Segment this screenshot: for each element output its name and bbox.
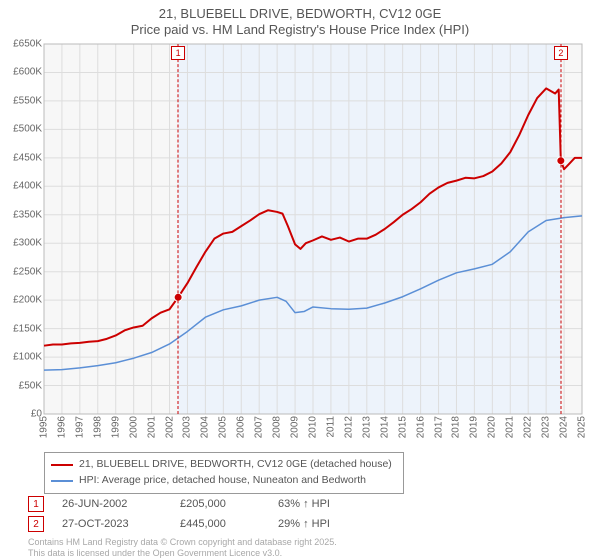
marker-date-2: 27-OCT-2023 bbox=[62, 518, 162, 530]
attribution-line2: This data is licensed under the Open Gov… bbox=[28, 548, 337, 558]
x-tick-label: 1997 bbox=[74, 416, 85, 446]
x-tick-label: 2020 bbox=[487, 416, 498, 446]
y-tick-label: £300K bbox=[2, 238, 42, 249]
marker-badge-1: 1 bbox=[28, 496, 44, 512]
y-tick-label: £150K bbox=[2, 323, 42, 334]
legend-swatch-property bbox=[51, 464, 73, 466]
attribution: Contains HM Land Registry data © Crown c… bbox=[28, 537, 337, 558]
y-tick-label: £650K bbox=[2, 39, 42, 50]
x-tick-label: 2025 bbox=[577, 416, 588, 446]
marker-hpi-2: 29% ↑ HPI bbox=[278, 518, 358, 530]
y-tick-label: £50K bbox=[2, 380, 42, 391]
y-tick-label: £450K bbox=[2, 152, 42, 163]
x-tick-label: 2008 bbox=[272, 416, 283, 446]
x-tick-label: 2005 bbox=[218, 416, 229, 446]
legend-label-hpi: HPI: Average price, detached house, Nune… bbox=[79, 473, 366, 489]
x-tick-label: 2021 bbox=[505, 416, 516, 446]
x-tick-label: 2009 bbox=[290, 416, 301, 446]
title-block: 21, BLUEBELL DRIVE, BEDWORTH, CV12 0GE P… bbox=[0, 0, 600, 39]
marker-table: 1 26-JUN-2002 £205,000 63% ↑ HPI 2 27-OC… bbox=[28, 496, 358, 536]
x-tick-label: 2017 bbox=[433, 416, 444, 446]
marker-row-2: 2 27-OCT-2023 £445,000 29% ↑ HPI bbox=[28, 516, 358, 532]
x-tick-label: 1995 bbox=[39, 416, 50, 446]
y-tick-label: £350K bbox=[2, 209, 42, 220]
legend-label-property: 21, BLUEBELL DRIVE, BEDWORTH, CV12 0GE (… bbox=[79, 457, 392, 473]
x-tick-label: 2007 bbox=[254, 416, 265, 446]
x-tick-label: 1996 bbox=[56, 416, 67, 446]
y-tick-label: £500K bbox=[2, 124, 42, 135]
marker-hpi-1: 63% ↑ HPI bbox=[278, 498, 358, 510]
event-marker-line bbox=[178, 44, 179, 414]
chart-container: 21, BLUEBELL DRIVE, BEDWORTH, CV12 0GE P… bbox=[0, 0, 600, 560]
marker-date-1: 26-JUN-2002 bbox=[62, 498, 162, 510]
marker-price-2: £445,000 bbox=[180, 518, 260, 530]
event-marker-box: 2 bbox=[554, 46, 568, 60]
title-address: 21, BLUEBELL DRIVE, BEDWORTH, CV12 0GE bbox=[0, 6, 600, 22]
x-tick-label: 1998 bbox=[92, 416, 103, 446]
x-tick-label: 2011 bbox=[325, 416, 336, 446]
legend-row-property: 21, BLUEBELL DRIVE, BEDWORTH, CV12 0GE (… bbox=[51, 457, 397, 473]
x-tick-label: 2002 bbox=[164, 416, 175, 446]
y-tick-label: £250K bbox=[2, 266, 42, 277]
chart-svg bbox=[44, 44, 582, 414]
x-tick-label: 2019 bbox=[469, 416, 480, 446]
legend: 21, BLUEBELL DRIVE, BEDWORTH, CV12 0GE (… bbox=[44, 452, 404, 494]
legend-row-hpi: HPI: Average price, detached house, Nune… bbox=[51, 473, 397, 489]
x-tick-label: 2023 bbox=[541, 416, 552, 446]
x-tick-label: 2004 bbox=[200, 416, 211, 446]
chart-area: £0£50K£100K£150K£200K£250K£300K£350K£400… bbox=[44, 44, 582, 414]
x-tick-label: 2006 bbox=[236, 416, 247, 446]
y-tick-label: £600K bbox=[2, 67, 42, 78]
event-marker-box: 1 bbox=[171, 46, 185, 60]
event-marker-line bbox=[560, 44, 561, 414]
marker-row-1: 1 26-JUN-2002 £205,000 63% ↑ HPI bbox=[28, 496, 358, 512]
x-tick-label: 2001 bbox=[146, 416, 157, 446]
y-tick-label: £0 bbox=[2, 409, 42, 420]
x-tick-label: 2015 bbox=[397, 416, 408, 446]
x-tick-label: 2000 bbox=[128, 416, 139, 446]
legend-swatch-hpi bbox=[51, 480, 73, 482]
x-tick-label: 2022 bbox=[523, 416, 534, 446]
attribution-line1: Contains HM Land Registry data © Crown c… bbox=[28, 537, 337, 547]
x-tick-label: 2018 bbox=[451, 416, 462, 446]
marker-badge-2: 2 bbox=[28, 516, 44, 532]
x-tick-label: 1999 bbox=[110, 416, 121, 446]
y-tick-label: £200K bbox=[2, 295, 42, 306]
y-tick-label: £400K bbox=[2, 181, 42, 192]
y-tick-label: £100K bbox=[2, 352, 42, 363]
y-tick-label: £550K bbox=[2, 95, 42, 106]
x-tick-label: 2003 bbox=[182, 416, 193, 446]
x-tick-label: 2016 bbox=[415, 416, 426, 446]
title-subtitle: Price paid vs. HM Land Registry's House … bbox=[0, 22, 600, 38]
x-tick-label: 2010 bbox=[308, 416, 319, 446]
x-tick-label: 2024 bbox=[559, 416, 570, 446]
x-tick-label: 2014 bbox=[379, 416, 390, 446]
marker-price-1: £205,000 bbox=[180, 498, 260, 510]
x-tick-label: 2013 bbox=[361, 416, 372, 446]
x-tick-label: 2012 bbox=[343, 416, 354, 446]
